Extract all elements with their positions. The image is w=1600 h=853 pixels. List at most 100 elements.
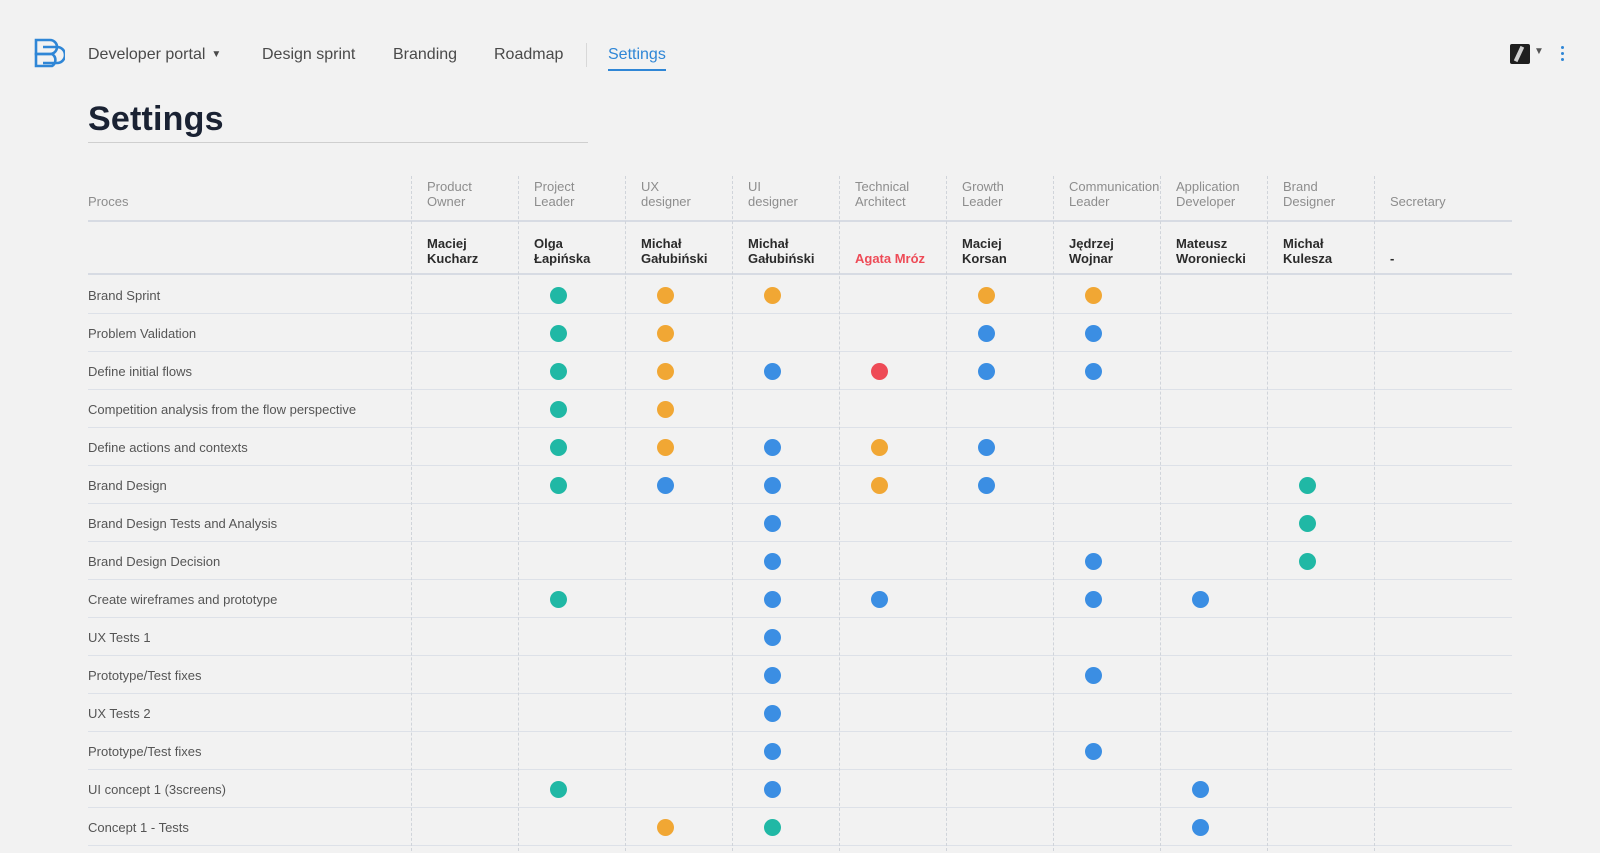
assignment-dot-blue[interactable] [1085, 667, 1102, 684]
assignment-dot-green[interactable] [550, 325, 567, 342]
assignment-dot-orange[interactable] [1085, 287, 1102, 304]
assignment-dot-blue[interactable] [764, 591, 781, 608]
assignment-dot-blue[interactable] [764, 363, 781, 380]
assignment-dot-blue[interactable] [978, 439, 995, 456]
table-row[interactable]: Prototype/Test fixes [88, 656, 1512, 694]
assignment-dot-green[interactable] [550, 591, 567, 608]
table-row[interactable]: Brand Sprint [88, 276, 1512, 314]
assignment-dot-green[interactable] [1299, 515, 1316, 532]
assignment-dot-blue[interactable] [1085, 553, 1102, 570]
assignment-dot-blue[interactable] [764, 667, 781, 684]
column-person-header[interactable]: Maciej Kucharz [427, 236, 478, 266]
assignment-dot-green[interactable] [550, 781, 567, 798]
assignment-dot-orange[interactable] [764, 287, 781, 304]
assignment-dot-blue[interactable] [764, 515, 781, 532]
assignment-dot-orange[interactable] [657, 325, 674, 342]
assignment-dot-blue[interactable] [764, 439, 781, 456]
person-name-line: Michał [1283, 236, 1324, 251]
assignment-dot-orange[interactable] [657, 363, 674, 380]
assignment-dot-blue[interactable] [1085, 363, 1102, 380]
assignment-dot-green[interactable] [550, 401, 567, 418]
assignment-dot-orange[interactable] [871, 477, 888, 494]
table-row[interactable]: Brand Design Decision [88, 542, 1512, 580]
assignment-dot-blue[interactable] [1085, 743, 1102, 760]
column-person-header[interactable]: Maciej Korsan [962, 236, 1007, 266]
column-person-header[interactable]: Mateusz Woroniecki [1176, 236, 1246, 266]
column-divider [1160, 176, 1161, 853]
column-person-header[interactable]: - [1390, 251, 1394, 266]
column-role-header: UI designer [748, 179, 798, 209]
column-person-header[interactable]: Michał Gałubiński [641, 236, 707, 266]
table-row[interactable] [88, 846, 1512, 853]
table-row[interactable]: Define actions and contexts [88, 428, 1512, 466]
chevron-down-icon[interactable]: ▼ [1534, 46, 1544, 57]
assignment-dot-green[interactable] [550, 477, 567, 494]
nav-roadmap[interactable]: Roadmap [494, 45, 563, 65]
assignment-dot-blue[interactable] [764, 477, 781, 494]
table-row[interactable]: Define initial flows [88, 352, 1512, 390]
assignment-dot-blue[interactable] [1085, 591, 1102, 608]
assignment-dot-green[interactable] [550, 439, 567, 456]
table-row[interactable]: Concept 1 - Tests [88, 808, 1512, 846]
assignment-dot-blue[interactable] [1085, 325, 1102, 342]
assignment-dot-green[interactable] [550, 287, 567, 304]
assignment-dot-orange[interactable] [657, 819, 674, 836]
table-row[interactable]: UI concept 1 (3screens) [88, 770, 1512, 808]
column-person-header[interactable]: Michał Gałubiński [748, 236, 814, 266]
assignment-dot-blue[interactable] [764, 781, 781, 798]
person-name-line: Agata Mróz [855, 251, 926, 266]
assignment-dot-blue[interactable] [978, 325, 995, 342]
role-label-line: Project [534, 179, 575, 194]
table-row[interactable]: UX Tests 2 [88, 694, 1512, 732]
column-person-header[interactable]: Olga Łapińska [534, 236, 590, 266]
table-row[interactable]: Brand Design [88, 466, 1512, 504]
role-label-line: Brand [1283, 179, 1318, 194]
assignment-dot-orange[interactable] [657, 401, 674, 418]
assignment-dot-green[interactable] [764, 819, 781, 836]
column-person-header[interactable]: Jędrzej Wojnar [1069, 236, 1114, 266]
assignment-dot-orange[interactable] [657, 439, 674, 456]
assignment-dot-orange[interactable] [978, 287, 995, 304]
table-row[interactable]: UX Tests 1 [88, 618, 1512, 656]
assignment-dot-red[interactable] [871, 363, 888, 380]
assignment-dot-blue[interactable] [978, 363, 995, 380]
table-row[interactable]: Competition analysis from the flow persp… [88, 390, 1512, 428]
nav-settings[interactable]: Settings [608, 45, 666, 71]
person-name-line: Łapińska [534, 251, 591, 266]
nav-developer-portal[interactable]: Developer portal ▼ [88, 45, 221, 65]
process-name: Problem Validation [88, 326, 197, 341]
table-row[interactable]: Brand Design Tests and Analysis [88, 504, 1512, 542]
assignment-dot-orange[interactable] [871, 439, 888, 456]
nav-settings-label: Settings [608, 46, 666, 63]
assignment-dot-green[interactable] [1299, 553, 1316, 570]
assignment-dot-green[interactable] [1299, 477, 1316, 494]
assignment-dot-blue[interactable] [764, 629, 781, 646]
assignment-dot-blue[interactable] [764, 705, 781, 722]
table-row[interactable]: Create wireframes and prototype [88, 580, 1512, 618]
role-label-line: Leader [534, 194, 575, 209]
column-person-header[interactable]: Michał Kulesza [1283, 236, 1332, 266]
process-name: UX Tests 1 [88, 630, 151, 645]
table-row[interactable]: Problem Validation [88, 314, 1512, 352]
assignment-dot-blue[interactable] [1192, 819, 1209, 836]
process-name: Prototype/Test fixes [88, 744, 202, 759]
nav-design-sprint[interactable]: Design sprint [262, 45, 355, 65]
assignment-dot-blue[interactable] [978, 477, 995, 494]
table-row[interactable]: Prototype/Test fixes [88, 732, 1512, 770]
user-avatar[interactable] [1510, 44, 1530, 64]
nav-developer-portal-label: Developer portal [88, 46, 206, 63]
process-name: Prototype/Test fixes [88, 668, 202, 683]
nav-branding[interactable]: Branding [393, 45, 457, 65]
assignment-dot-blue[interactable] [764, 553, 781, 570]
assignment-dot-green[interactable] [550, 363, 567, 380]
assignment-dot-blue[interactable] [1192, 591, 1209, 608]
assignment-dot-blue[interactable] [871, 591, 888, 608]
assignment-dot-blue[interactable] [764, 743, 781, 760]
brand-logo-icon[interactable] [33, 36, 65, 68]
assignment-dot-orange[interactable] [657, 287, 674, 304]
kebab-menu-icon[interactable] [1560, 46, 1566, 62]
assignment-dot-blue[interactable] [657, 477, 674, 494]
assignment-dot-blue[interactable] [1192, 781, 1209, 798]
column-divider [411, 176, 412, 853]
column-person-header[interactable]: Agata Mróz [855, 251, 925, 266]
